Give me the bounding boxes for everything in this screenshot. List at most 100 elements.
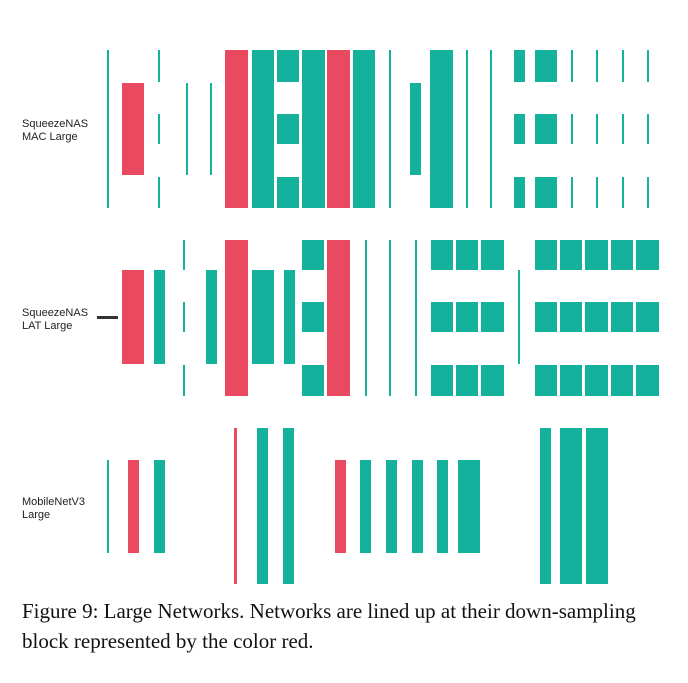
block: [122, 270, 144, 364]
block: [636, 240, 659, 270]
block: [571, 50, 573, 82]
figure-caption: Figure 9: Large Networks. Networks are l…: [22, 599, 636, 653]
block: [560, 240, 582, 270]
block: [622, 114, 624, 144]
block: [535, 302, 557, 332]
block: [535, 114, 557, 144]
block: [490, 50, 492, 208]
block: [596, 177, 598, 208]
block: [585, 240, 608, 270]
block: [122, 83, 144, 175]
block: [647, 50, 649, 82]
block: [560, 365, 582, 396]
block: [514, 50, 525, 82]
block: [158, 177, 160, 208]
block: [518, 270, 520, 364]
block: [415, 240, 417, 396]
block: [586, 428, 608, 584]
block: [128, 460, 139, 553]
block: [535, 50, 557, 82]
block: [456, 365, 478, 396]
block: [571, 114, 573, 144]
row-label-squeezenas-lat-large: SqueezeNAS LAT Large: [22, 307, 89, 332]
block: [535, 240, 557, 270]
block: [225, 50, 248, 208]
block: [560, 428, 582, 584]
block: [596, 114, 598, 144]
block: [252, 50, 274, 208]
block: [431, 240, 453, 270]
block: [210, 83, 212, 175]
network-diagram: [97, 50, 659, 584]
block: [596, 50, 598, 82]
block: [540, 428, 551, 584]
block: [158, 114, 160, 144]
block: [206, 270, 217, 364]
block: [183, 240, 185, 270]
block: [107, 50, 109, 208]
block: [481, 240, 504, 270]
block: [431, 365, 453, 396]
block: [327, 240, 350, 396]
block: [183, 302, 185, 332]
block: [636, 365, 659, 396]
block: [622, 50, 624, 82]
block: [481, 302, 504, 332]
block: [389, 240, 391, 396]
block: [412, 460, 423, 553]
block: [437, 460, 448, 553]
block: [514, 177, 525, 208]
block: [466, 50, 468, 208]
block: [302, 240, 324, 270]
block: [365, 240, 367, 396]
block: [277, 177, 299, 208]
block: [636, 302, 659, 332]
block: [514, 114, 525, 144]
block: [431, 302, 453, 332]
block: [611, 365, 633, 396]
block: [386, 460, 397, 553]
block: [410, 83, 421, 175]
block: [302, 50, 325, 208]
block: [183, 365, 185, 396]
block: [252, 270, 274, 364]
row-label-mobilenetv3-large: MobileNetV3 Large: [22, 496, 85, 521]
block: [389, 50, 391, 208]
block: [560, 302, 582, 332]
block: [353, 50, 375, 208]
block: [647, 114, 649, 144]
block: [585, 365, 608, 396]
block: [481, 365, 504, 396]
block: [225, 240, 248, 396]
block: [622, 177, 624, 208]
block: [535, 365, 557, 396]
block: [571, 177, 573, 208]
block: [535, 177, 557, 208]
block: [611, 240, 633, 270]
block: [283, 428, 294, 584]
block: [335, 460, 346, 553]
block: [611, 302, 633, 332]
block: [154, 460, 165, 553]
block: [107, 460, 109, 553]
block: [647, 177, 649, 208]
block: [456, 302, 478, 332]
block: [234, 428, 237, 584]
block: [430, 50, 453, 208]
block: [277, 50, 299, 82]
block: [585, 302, 608, 332]
row-label-squeezenas-mac-large: SqueezeNAS MAC Large: [22, 118, 89, 143]
block: [302, 302, 324, 332]
block: [158, 50, 160, 82]
block: [456, 240, 478, 270]
block: [458, 460, 480, 553]
block: [284, 270, 295, 364]
block: [154, 270, 165, 364]
connector-mark: [97, 316, 118, 319]
block: [277, 114, 299, 144]
block: [257, 428, 268, 584]
block: [327, 50, 350, 208]
block: [186, 83, 188, 175]
block: [302, 365, 324, 396]
block: [360, 460, 371, 553]
